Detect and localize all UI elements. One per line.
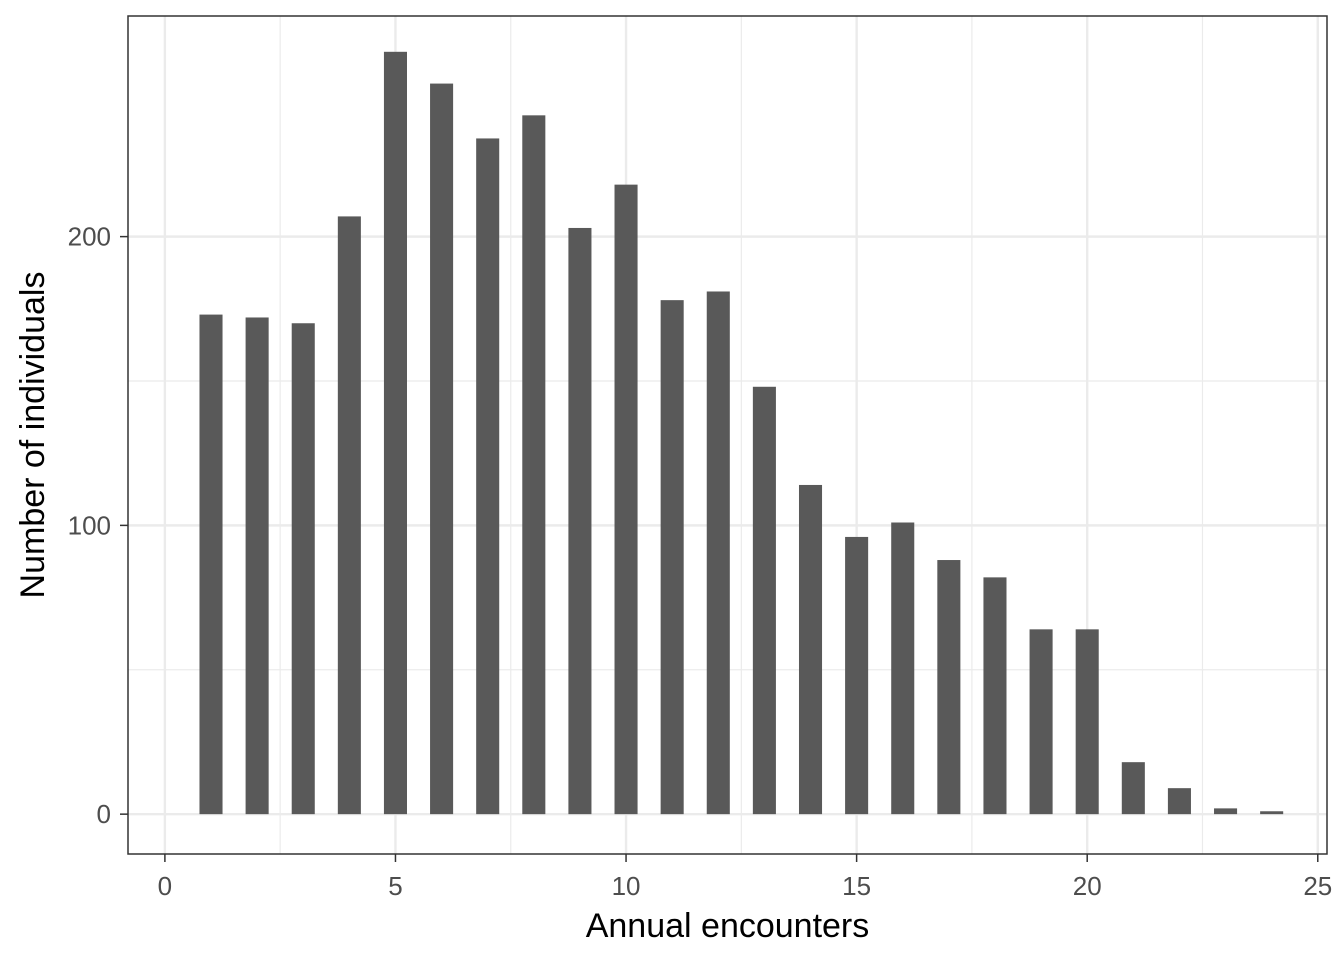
bar xyxy=(1121,762,1145,815)
bar xyxy=(1075,629,1099,815)
bar xyxy=(752,386,776,815)
x-tick-label: 20 xyxy=(1073,871,1102,901)
bar xyxy=(522,115,546,815)
y-axis-ticks: 0 100 200 xyxy=(68,222,128,829)
x-tick-label: 0 xyxy=(158,871,172,901)
bar xyxy=(614,184,638,815)
bar xyxy=(337,216,361,815)
bar xyxy=(983,577,1007,815)
bar xyxy=(199,314,223,815)
bar xyxy=(245,317,269,815)
x-axis-ticks: 0 5 10 15 20 25 xyxy=(158,854,1332,901)
bar xyxy=(1214,808,1238,815)
bar xyxy=(1260,811,1284,815)
bar xyxy=(660,300,684,815)
x-tick-label: 5 xyxy=(388,871,402,901)
bar xyxy=(845,536,869,815)
bar xyxy=(476,138,500,815)
y-tick-label: 200 xyxy=(68,222,111,252)
bar xyxy=(1029,629,1053,815)
bar xyxy=(291,323,315,815)
bars xyxy=(199,51,1284,815)
bar xyxy=(937,560,961,815)
bar xyxy=(891,522,915,815)
y-tick-label: 0 xyxy=(97,799,111,829)
bar xyxy=(430,83,454,815)
x-tick-label: 10 xyxy=(612,871,641,901)
y-tick-label: 100 xyxy=(68,510,111,540)
bar xyxy=(798,484,823,815)
y-axis-title: Number of individuals xyxy=(14,272,52,599)
x-tick-label: 25 xyxy=(1303,871,1332,901)
bar xyxy=(568,227,592,815)
bar xyxy=(706,291,730,815)
x-axis-title: Annual encounters xyxy=(586,907,870,945)
bar xyxy=(383,51,407,815)
x-tick-label: 15 xyxy=(842,871,871,901)
panel-border xyxy=(127,15,1328,855)
bar xyxy=(1167,788,1191,815)
